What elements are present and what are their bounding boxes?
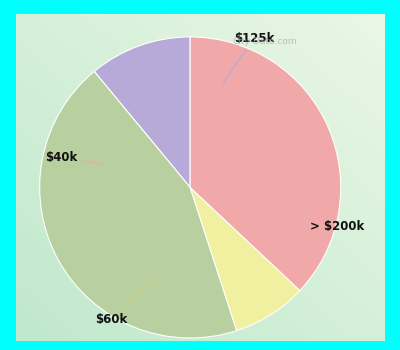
Text: $40k: $40k: [45, 152, 104, 164]
Text: $60k: $60k: [96, 278, 156, 327]
Text: Hispanic or Latino residents: Hispanic or Latino residents: [107, 82, 293, 95]
Wedge shape: [40, 71, 237, 338]
Wedge shape: [190, 37, 341, 290]
Wedge shape: [190, 188, 300, 331]
Text: > $200k: > $200k: [301, 218, 364, 233]
Text: City-Data.com: City-Data.com: [233, 37, 297, 46]
Text: $125k: $125k: [223, 32, 274, 84]
Text: Income distribution in Franklin Lakes,
NJ (%): Income distribution in Franklin Lakes, N…: [23, 22, 377, 63]
Wedge shape: [94, 37, 190, 188]
